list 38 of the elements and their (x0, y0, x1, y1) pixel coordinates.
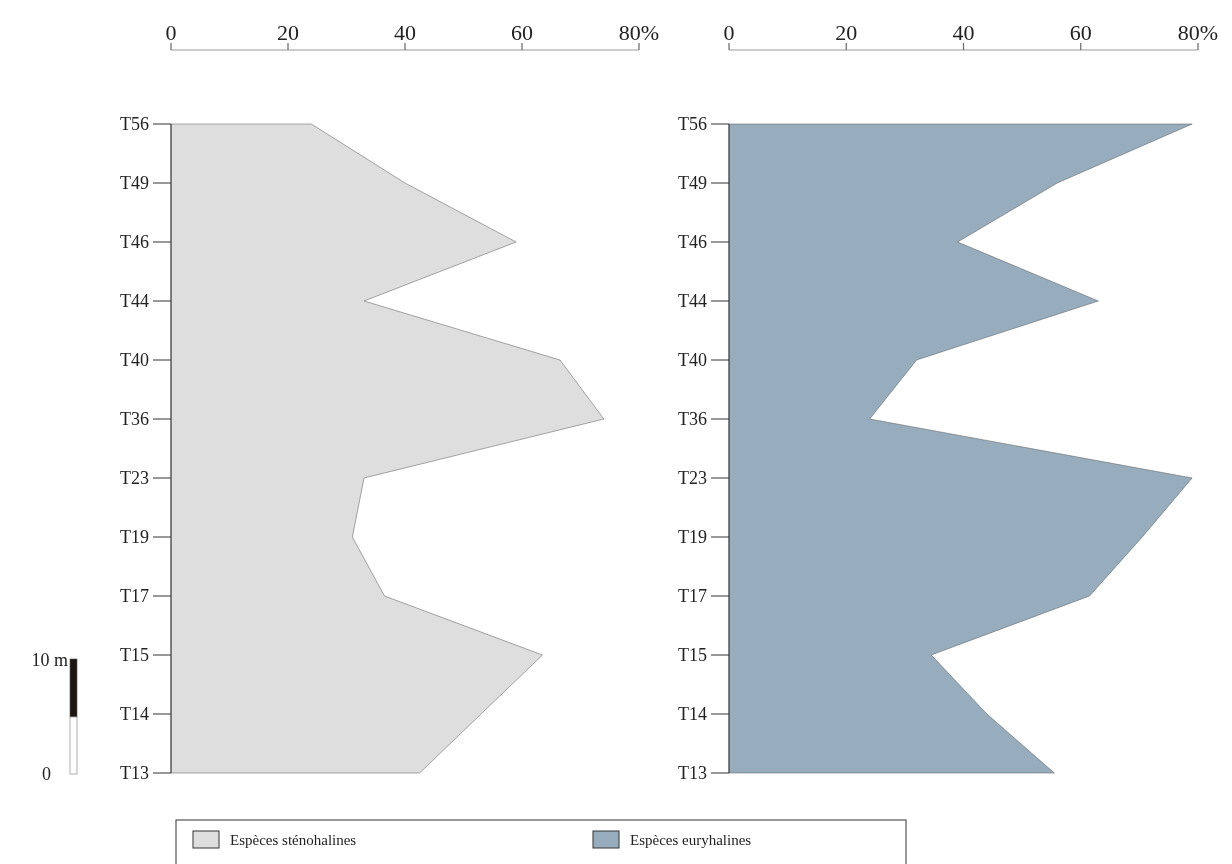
x-tick-label: 0 (723, 20, 735, 45)
y-tick-label: T49 (120, 173, 149, 193)
x-tick-label: 40 (394, 20, 416, 45)
y-tick-label: T36 (678, 409, 707, 429)
y-tick-label: T56 (120, 114, 149, 134)
y-tick-label: T17 (678, 586, 707, 606)
y-tick-label: T17 (120, 586, 149, 606)
y-tick-label: T23 (120, 468, 149, 488)
text: 10 m (31, 650, 68, 670)
y-tick-label: T40 (120, 350, 149, 370)
y-tick-label: T36 (120, 409, 149, 429)
x-tick-label: 20 (835, 20, 858, 45)
x-tick-label: 80% (618, 20, 660, 45)
y-tick-label: T15 (678, 645, 707, 665)
y-tick-label: T56 (678, 114, 707, 134)
x-tick-label: 60 (1069, 20, 1092, 45)
y-tick-label: T49 (678, 173, 707, 193)
y-tick-label: T23 (678, 468, 707, 488)
y-tick-label: T46 (120, 232, 149, 252)
y-tick-label: T13 (120, 763, 149, 783)
y-tick-label: T44 (678, 291, 707, 311)
x-tick-label: 40 (952, 20, 975, 45)
y-tick-label: T14 (120, 704, 149, 724)
text: 0 (42, 764, 51, 784)
y-tick-label: T40 (678, 350, 707, 370)
y-tick-label: T19 (678, 527, 707, 547)
y-tick-label: T44 (120, 291, 149, 311)
x-tick-label: 0 (165, 20, 177, 45)
x-tick-label: 20 (277, 20, 299, 45)
text: Espèces euryhalines (630, 832, 752, 848)
y-tick-label: T19 (120, 527, 149, 547)
y-tick-label: T15 (120, 645, 149, 665)
x-tick-label: 80% (1177, 20, 1219, 45)
x-tick-label: 60 (511, 20, 533, 45)
y-tick-label: T46 (678, 232, 707, 252)
y-tick-label: T14 (678, 704, 707, 724)
y-tick-label: T13 (678, 763, 707, 783)
text: Espèces sténohalines (230, 832, 357, 848)
